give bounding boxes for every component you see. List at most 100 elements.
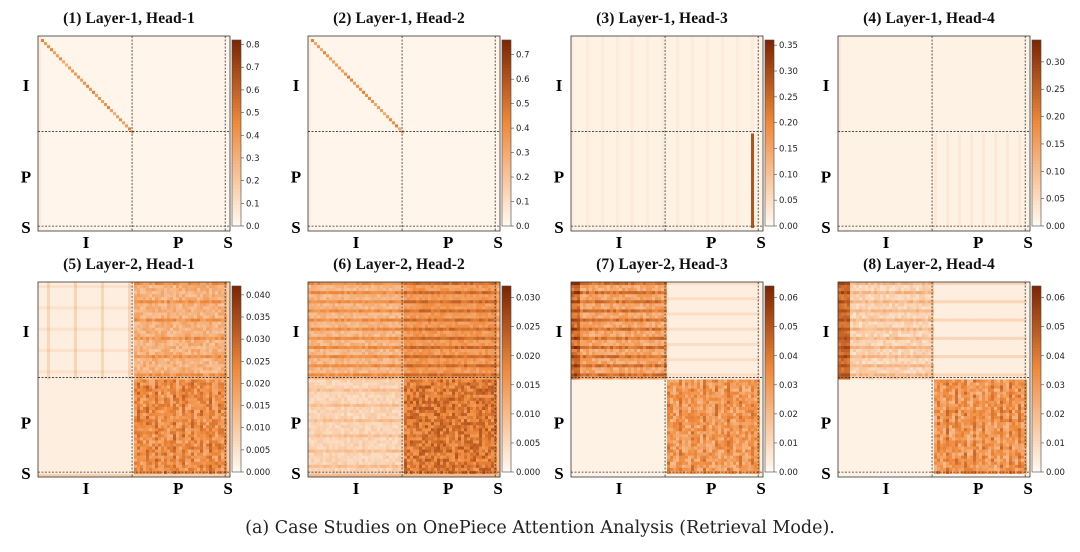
heatmap-cell: [197, 130, 201, 134]
heatmap-cell: [398, 54, 402, 58]
heatmap-cell: [209, 148, 213, 153]
heatmap-cell: [50, 151, 54, 156]
heatmap-cell: [74, 163, 78, 168]
heatmap-cell: [215, 103, 219, 107]
heatmap-cell: [206, 48, 210, 52]
heatmap-cell: [188, 224, 192, 229]
heatmap-cell: [209, 57, 213, 61]
heatmap-cell: [149, 72, 153, 76]
heatmap-cell: [167, 206, 171, 211]
heatmap-cell: [92, 142, 96, 147]
heatmap-cell: [413, 66, 417, 70]
heatmap-cell: [104, 90, 108, 95]
heatmap-cell: [152, 45, 156, 49]
heatmap-cell: [125, 66, 129, 70]
heatmap-cell: [140, 157, 144, 162]
heatmap-cell: [110, 54, 114, 58]
heatmap-cell: [227, 133, 231, 137]
heatmap-cell: [161, 133, 165, 137]
heatmap-cell: [74, 218, 78, 223]
heatmap-cell: [347, 48, 351, 52]
heatmap-cell: [173, 106, 177, 110]
heatmap-cell: [140, 121, 144, 125]
heatmap-cell: [164, 212, 168, 217]
heatmap-cell: [44, 124, 48, 128]
heatmap-cell: [176, 170, 180, 174]
heatmap-cell: [191, 103, 195, 107]
heatmap-cell: [440, 57, 444, 61]
heatmap-cell: [95, 142, 99, 147]
heatmap-cell: [131, 173, 135, 177]
heatmap-cell: [488, 48, 492, 52]
heatmap-cell: [98, 194, 102, 198]
heatmap-cell: [113, 182, 117, 186]
heatmap-cell: [62, 209, 66, 214]
heatmap-cell: [125, 60, 129, 64]
heatmap-cell: [161, 93, 165, 98]
heatmap-cell: [161, 148, 165, 153]
heatmap-cell: [158, 182, 162, 186]
heatmap-cell: [179, 170, 183, 174]
colorbar-segment: [232, 170, 241, 174]
heatmap-cell: [182, 188, 186, 192]
heatmap-cell: [80, 78, 84, 83]
heatmap-cell: [224, 84, 228, 89]
heatmap-cell: [158, 197, 162, 201]
heatmap-cell: [212, 160, 216, 165]
heatmap-cell: [146, 36, 150, 40]
heatmap-cell: [215, 115, 219, 119]
heatmap-cell: [347, 66, 351, 70]
heatmap-cell: [194, 48, 198, 52]
heatmap-cell: [83, 112, 87, 116]
heatmap-cell: [116, 124, 120, 128]
heatmap-cell: [101, 136, 105, 140]
heatmap-cell: [173, 127, 177, 131]
heatmap-cell: [83, 115, 87, 119]
heatmap-cell: [338, 72, 342, 76]
heatmap-cell: [182, 81, 186, 86]
row-label: I: [23, 76, 30, 95]
colorbar-segment: [232, 157, 241, 162]
heatmap-cell: [125, 109, 129, 113]
heatmap-cell: [71, 179, 75, 183]
heatmap-cell: [215, 203, 219, 207]
heatmap-cell: [161, 215, 165, 220]
heatmap-cell: [329, 39, 333, 43]
heatmap-cell: [188, 60, 192, 64]
heatmap-cell: [38, 121, 42, 125]
heatmap-cell: [68, 136, 72, 140]
heatmap-cell: [110, 191, 114, 195]
heatmap-cell: [38, 163, 42, 168]
heatmap-cell: [194, 176, 198, 180]
heatmap-cell: [191, 109, 195, 113]
heatmap-cell: [443, 69, 447, 73]
heatmap-cell: [197, 212, 201, 217]
colorbar-segment: [232, 77, 241, 81]
heatmap-cell: [155, 218, 159, 223]
heatmap-cell: [179, 99, 183, 104]
heatmap-cell: [212, 221, 216, 226]
heatmap-cell: [167, 87, 171, 92]
heatmap-cell: [80, 81, 84, 86]
heatmap-cell: [50, 66, 54, 70]
heatmap-cell: [209, 221, 213, 226]
heatmap-cell: [197, 218, 201, 223]
heatmap-cell: [113, 215, 117, 220]
heatmap-cell: [317, 63, 321, 67]
heatmap-cell: [116, 103, 120, 107]
colorbar-segment: [232, 105, 241, 109]
heatmap-cell: [44, 191, 48, 195]
heatmap-cell: [176, 39, 180, 43]
heatmap-cell: [206, 78, 210, 83]
heatmap-cell: [317, 72, 321, 76]
heatmap-cell: [197, 78, 201, 83]
heatmap-cell: [455, 42, 459, 46]
heatmap-cell: [131, 224, 135, 229]
heatmap-cell: [77, 206, 81, 211]
heatmap-cell: [173, 227, 177, 232]
heatmap-cell: [188, 69, 192, 73]
heatmap-cell: [365, 63, 369, 67]
heatmap-cell: [458, 57, 462, 61]
heatmap-cell: [149, 212, 153, 217]
heatmap-cell: [89, 75, 93, 80]
